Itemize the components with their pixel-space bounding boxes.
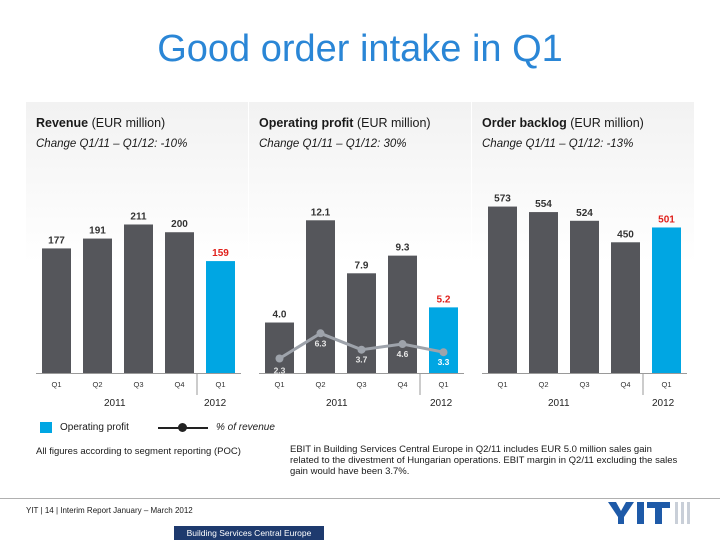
legend-line-label: % of revenue (216, 422, 275, 433)
bar (165, 232, 194, 373)
data-label: 211 (130, 211, 147, 222)
bar (652, 227, 681, 373)
bar (429, 307, 458, 373)
line-point (357, 345, 366, 354)
year-label-2012: 2012 (204, 398, 227, 409)
year-label-2011: 2011 (548, 398, 570, 409)
tick-label: Q1 (51, 380, 61, 389)
bar (206, 261, 235, 373)
line-data-label: 3.7 (356, 355, 368, 365)
bar (83, 238, 112, 373)
footnote-right: EBIT in Building Services Central Europe… (290, 444, 678, 477)
data-label: 4.0 (273, 310, 287, 321)
data-label: 200 (171, 219, 188, 230)
tick-label: Q4 (620, 380, 630, 389)
year-label-2011: 2011 (326, 398, 348, 409)
tick-label: Q1 (661, 380, 671, 389)
line-point (439, 348, 448, 357)
data-label: 5.2 (437, 294, 451, 305)
footer-text: YIT | 14 | Interim Report January – Marc… (26, 506, 193, 515)
data-label: 159 (212, 248, 229, 259)
line-point (316, 329, 325, 338)
legend-bar-label: Operating profit (60, 422, 129, 433)
data-label: 177 (48, 235, 65, 246)
legend-line-marker (178, 423, 187, 432)
data-label: 12.1 (311, 207, 331, 218)
line-data-label: 6.3 (315, 338, 327, 348)
line-point (398, 340, 407, 349)
data-label: 554 (535, 199, 552, 210)
tick-label: Q2 (538, 380, 548, 389)
panel-change: Change Q1/11 – Q1/12: 30% (259, 138, 407, 150)
year-label-2011: 2011 (104, 398, 126, 409)
yit-logo-icon (608, 502, 690, 524)
bar (347, 273, 376, 373)
bar (388, 255, 417, 373)
tick-label: Q1 (274, 380, 284, 389)
data-label: 9.3 (396, 243, 410, 254)
tick-label: Q1 (438, 380, 448, 389)
bar (265, 322, 294, 373)
footnote-left: All figures according to segment reporti… (36, 446, 241, 457)
tick-label: Q3 (356, 380, 366, 389)
tick-label: Q4 (397, 380, 407, 389)
year-label-2012: 2012 (430, 398, 453, 409)
panel-title: Order backlog (EUR million) (482, 116, 644, 130)
bar (124, 224, 153, 373)
data-label: 450 (617, 229, 634, 240)
line-data-label: 3.3 (438, 357, 450, 367)
tick-label: Q1 (497, 380, 507, 389)
panel-change: Change Q1/11 – Q1/12: -10% (36, 138, 188, 150)
tick-label: Q3 (133, 380, 143, 389)
bar (611, 242, 640, 373)
bar (488, 206, 517, 373)
panel-change: Change Q1/11 – Q1/12: -13% (482, 138, 634, 150)
panel-title: Revenue (EUR million) (36, 116, 166, 130)
page-title: Good order intake in Q1 (157, 28, 563, 70)
data-label: 501 (658, 214, 675, 225)
data-label: 191 (89, 226, 106, 237)
tick-label: Q2 (92, 380, 102, 389)
panel-title: Operating profit (EUR million) (259, 116, 431, 130)
data-label: 524 (576, 208, 593, 219)
legend-bar-swatch (40, 422, 52, 433)
bar (570, 220, 599, 373)
line-data-label: 2.3 (274, 366, 286, 376)
data-label: 7.9 (355, 260, 369, 271)
footer-divider (0, 498, 720, 499)
line-data-label: 4.6 (397, 349, 409, 359)
line-point (275, 354, 284, 363)
bar (306, 220, 335, 373)
tick-label: Q3 (579, 380, 589, 389)
section-label: Building Services Central Europe (174, 526, 324, 540)
year-label-2012: 2012 (652, 398, 675, 409)
data-label: 573 (494, 194, 511, 205)
bar (529, 212, 558, 373)
bar (42, 248, 71, 373)
tick-label: Q4 (174, 380, 184, 389)
tick-label: Q2 (315, 380, 325, 389)
tick-label: Q1 (215, 380, 225, 389)
